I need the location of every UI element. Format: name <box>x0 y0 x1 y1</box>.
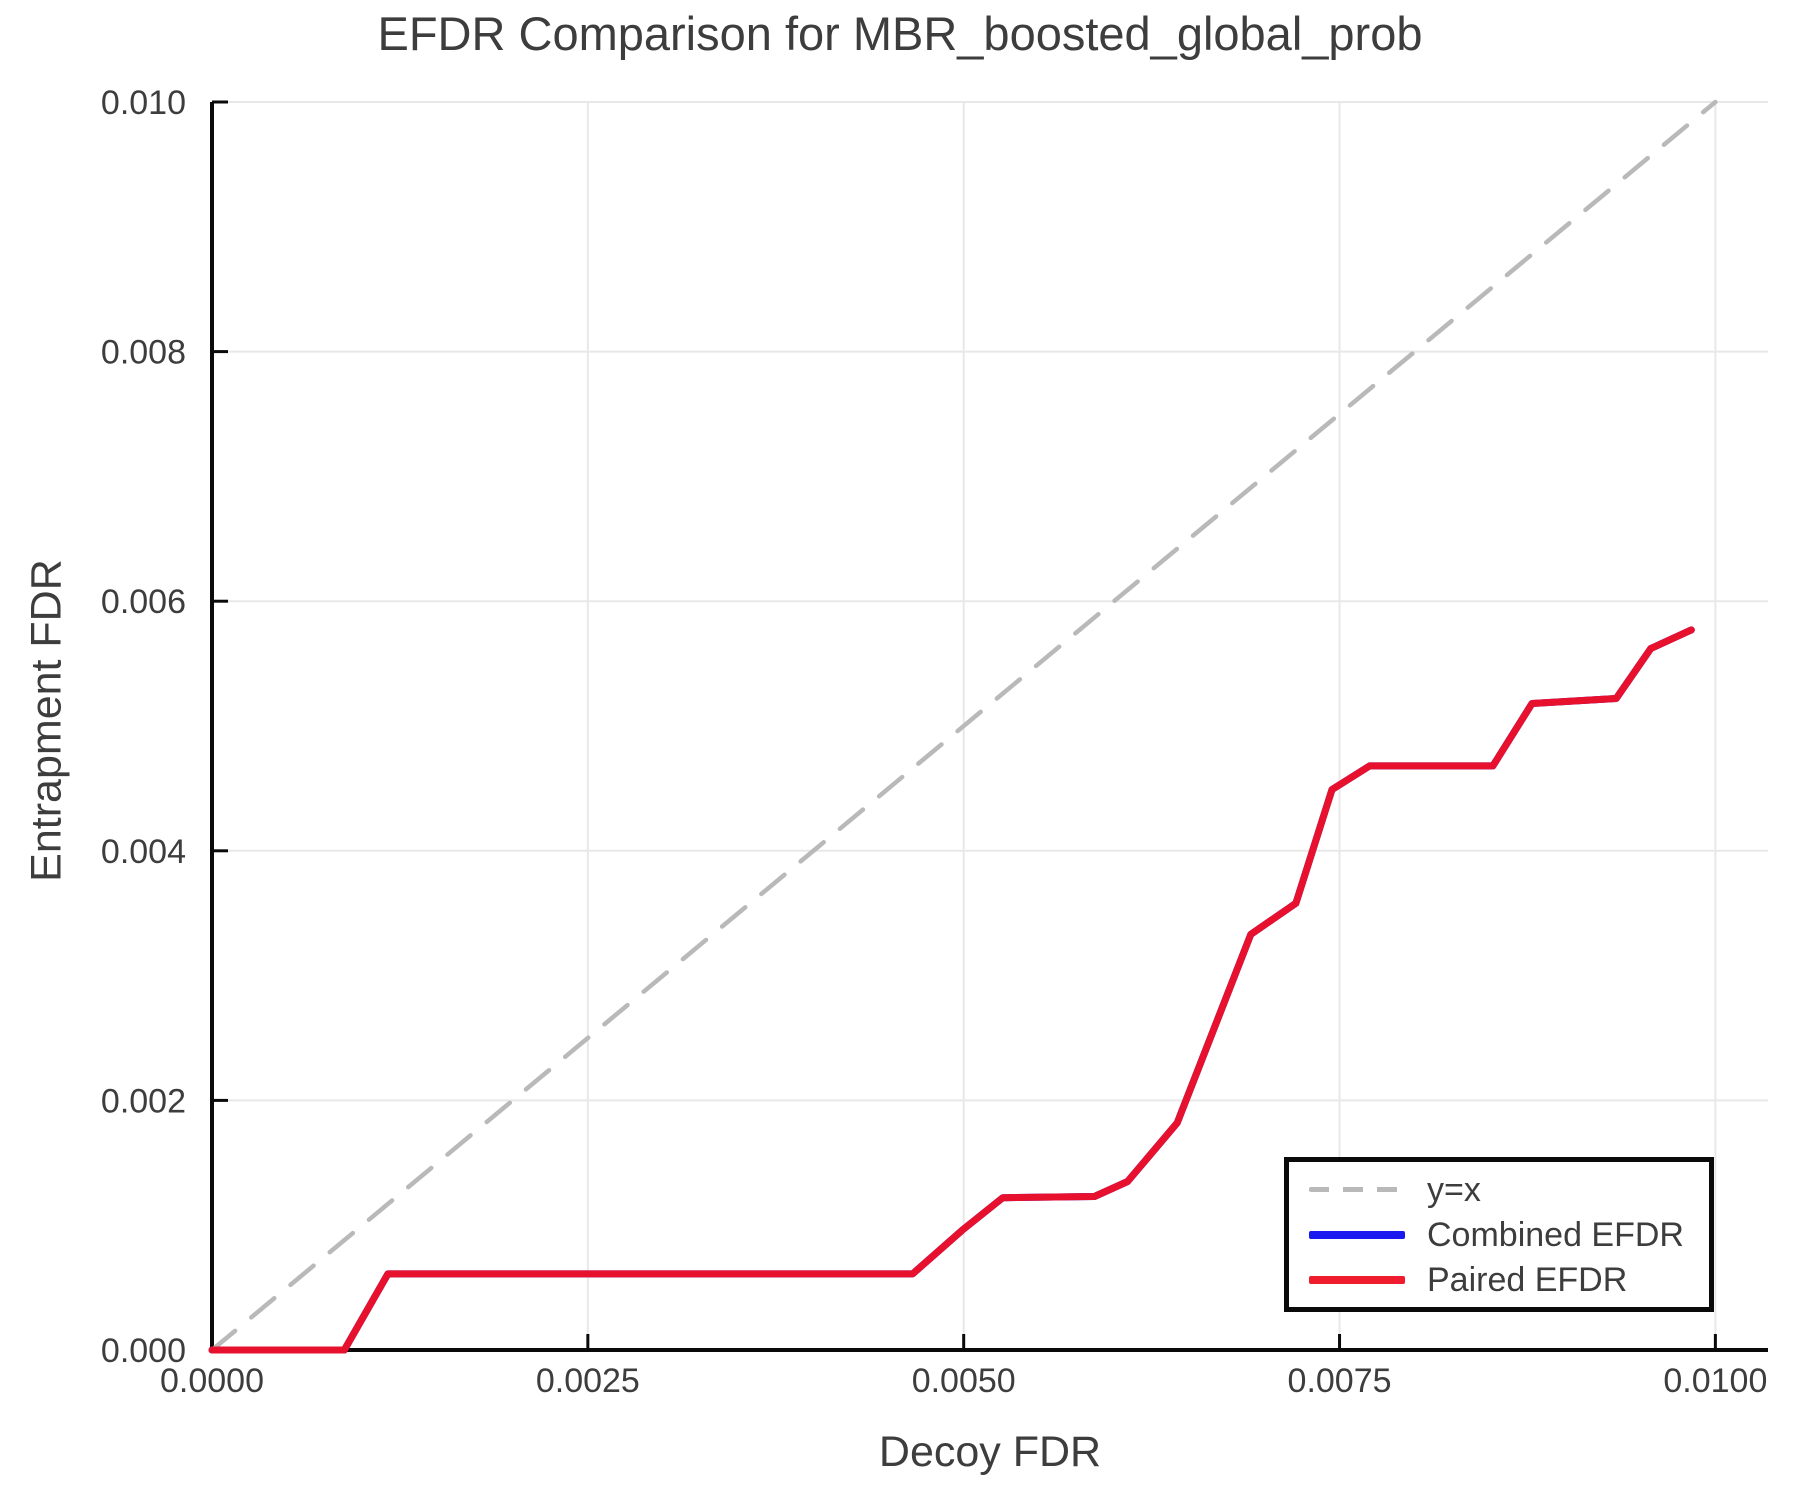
legend-label-paired: Paired EFDR <box>1427 1260 1628 1299</box>
legend-label-combined: Combined EFDR <box>1427 1215 1684 1254</box>
x-axis-label: Decoy FDR <box>878 1428 1102 1476</box>
paired-line-swatch <box>1309 1275 1405 1284</box>
series-line-y-x <box>209 99 1718 1353</box>
x-tick-label: 0.0075 <box>1288 1362 1392 1400</box>
y-tick-label: 0.010 <box>101 84 186 122</box>
x-tick-label: 0.0000 <box>160 1362 264 1400</box>
y-axis-label: Entrapment FDR <box>22 559 71 882</box>
chart-title: EFDR Comparison for MBR_boosted_global_p… <box>377 7 1423 60</box>
y-tick-label: 0.002 <box>101 1082 186 1120</box>
series-line-paired-efdr <box>208 626 1695 1354</box>
identity-line-swatch <box>1309 1187 1405 1192</box>
legend-entry-paired: Paired EFDR <box>1309 1260 1689 1300</box>
y-tick-label: 0.008 <box>101 334 186 372</box>
x-tick-label: 0.0050 <box>912 1362 1016 1400</box>
legend-label-identity: y=x <box>1427 1170 1481 1209</box>
y-tick-label: 0.006 <box>101 583 186 621</box>
x-tick-label: 0.0025 <box>536 1362 640 1400</box>
combined-line-swatch <box>1309 1230 1405 1239</box>
y-tick-label: 0.000 <box>101 1332 186 1370</box>
legend: y=x Combined EFDR Paired EFDR <box>1284 1157 1714 1312</box>
x-tick-label: 0.0100 <box>1663 1362 1767 1400</box>
legend-entry-combined: Combined EFDR <box>1309 1215 1689 1255</box>
y-tick-label: 0.004 <box>101 833 186 871</box>
legend-entry-identity: y=x <box>1309 1170 1689 1210</box>
